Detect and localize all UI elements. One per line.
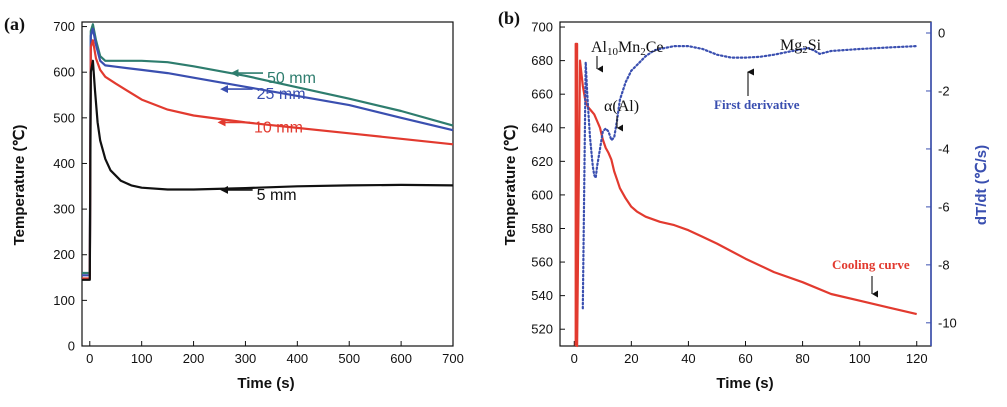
panel-a-annotation: 25 mm — [257, 86, 306, 103]
panel-a-frame — [81, 21, 454, 347]
panel-b-ytick-label: 540 — [531, 288, 553, 303]
panel-a-ytick-label: 500 — [53, 110, 75, 125]
panel-b-y2tick-label: -4 — [938, 141, 950, 156]
panel-b-ytick-label: 520 — [531, 322, 553, 337]
panel-a-ytick-label: 200 — [53, 247, 75, 262]
panel-b-ticks: 0 20 40 60 80 100 1205205405605806006206406606… — [531, 20, 957, 366]
panel-b-xtick-label: 20 — [624, 351, 638, 366]
phase-label-mg2si: Mg2Si — [780, 37, 822, 56]
panel-a-ytick-label: 600 — [53, 65, 75, 80]
panel-a-annotation: 5 mm — [257, 187, 297, 204]
panel-a-xtick-label: 0 — [86, 351, 93, 366]
panel-a-annotation: 50 mm — [267, 70, 316, 87]
panel-b-ytick-label: 560 — [531, 255, 553, 270]
panel-a-label: (a) — [4, 14, 25, 35]
panel-b-ylabel: Temperature (℃) — [502, 125, 519, 246]
panel-b-xlabel: Time (s) — [716, 375, 773, 392]
panel-b-y2tick-label: 0 — [938, 26, 945, 41]
panel-b-xtick-label: 120 — [906, 351, 928, 366]
panel-b-y2tick-label: -10 — [938, 315, 957, 330]
panel-b-xtick-label: 100 — [849, 351, 871, 366]
panel-a-xtick-label: 300 — [235, 351, 257, 366]
phase-ce: Ce — [646, 39, 664, 56]
panel-b-series — [574, 42, 918, 348]
panel-b-label: (b) — [498, 8, 520, 29]
panel-a-xtick-label: 200 — [183, 351, 205, 366]
phase-al-sub: 10 — [607, 46, 619, 58]
phase-mg-sub: 2 — [802, 44, 808, 56]
panel-a-series-10-mm — [82, 39, 454, 280]
panel-a-xtick-label: 700 — [442, 351, 464, 366]
panel-a-ticks: 0 100 200 300 400 500 600 700 0 100 200 300 400 500 60… — [53, 19, 464, 366]
panel-a-ylabel: Temperature (℃) — [11, 125, 28, 246]
phase-si: Si — [808, 37, 822, 54]
panel-a-series-5-mm — [82, 59, 454, 281]
phase-mg: Mg — [780, 37, 802, 54]
panel-b-ytick-label: 640 — [531, 120, 553, 135]
phase-label-alpha-al: α(Al) — [604, 98, 639, 115]
panel-b-y2label: dT/dt (℃/s) — [973, 145, 990, 225]
panel-a-ytick-label: 300 — [53, 202, 75, 217]
panel-a-series-50-mm — [82, 23, 454, 275]
phase-al-base: Al — [591, 39, 608, 56]
panel-b-ytick-label: 620 — [531, 154, 553, 169]
phase-mn-sub: 2 — [640, 46, 646, 58]
panel-b-xtick-label: 0 — [571, 351, 578, 366]
panel-b-y2tick-label: -2 — [938, 83, 950, 98]
panel-b-ytick-label: 700 — [531, 20, 553, 35]
cooling-curve-label: Cooling curve — [832, 257, 910, 272]
panel-b-xtick-label: 80 — [795, 351, 809, 366]
panel-a-series — [82, 23, 454, 281]
panel-b-xtick-label: 60 — [738, 351, 752, 366]
panel-a-xlabel: Time (s) — [237, 375, 294, 392]
panel-a-xtick-label: 600 — [390, 351, 412, 366]
panel-a-ytick-label: 100 — [53, 293, 75, 308]
first-derivative-label: First derivative — [714, 97, 800, 112]
panel-a-ytick-label: 0 — [68, 339, 75, 354]
panel-a-series-25-mm — [82, 27, 454, 277]
panel-b-series-cooling-curve — [574, 42, 917, 348]
panel-a-ytick-label: 400 — [53, 156, 75, 171]
panel-b-xtick-label: 40 — [681, 351, 695, 366]
panel-b-series-first-derivative — [581, 45, 918, 310]
phase-label-al10mn2ce: Al10Mn2Ce — [591, 39, 664, 58]
panel-a-xtick-label: 500 — [338, 351, 360, 366]
panel-b-y2tick-label: -6 — [938, 199, 950, 214]
panel-b-frame — [559, 21, 932, 347]
panel-b-ytick-label: 580 — [531, 221, 553, 236]
panel-a-xtick-label: 100 — [131, 351, 153, 366]
panel-b-ytick-label: 680 — [531, 53, 553, 68]
panel-b-y2tick-label: -8 — [938, 257, 950, 272]
panel-a-annotation: 10 mm — [254, 119, 303, 136]
panel-a-plot: 0 100 200 300 400 500 600 700 0 100 200 300 400 500 60… — [53, 19, 464, 366]
panel-b-ytick-label: 660 — [531, 87, 553, 102]
phase-mn: Mn — [618, 39, 640, 56]
panel-a-ytick-label: 700 — [53, 19, 75, 34]
panel-b-plot: 0 20 40 60 80 100 1205205405605806006206406606… — [531, 20, 957, 366]
panel-b-ytick-label: 600 — [531, 187, 553, 202]
panel-a-xtick-label: 400 — [286, 351, 308, 366]
